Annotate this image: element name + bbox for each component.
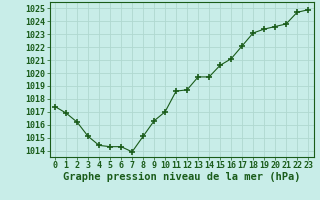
X-axis label: Graphe pression niveau de la mer (hPa): Graphe pression niveau de la mer (hPa) [63, 172, 300, 182]
